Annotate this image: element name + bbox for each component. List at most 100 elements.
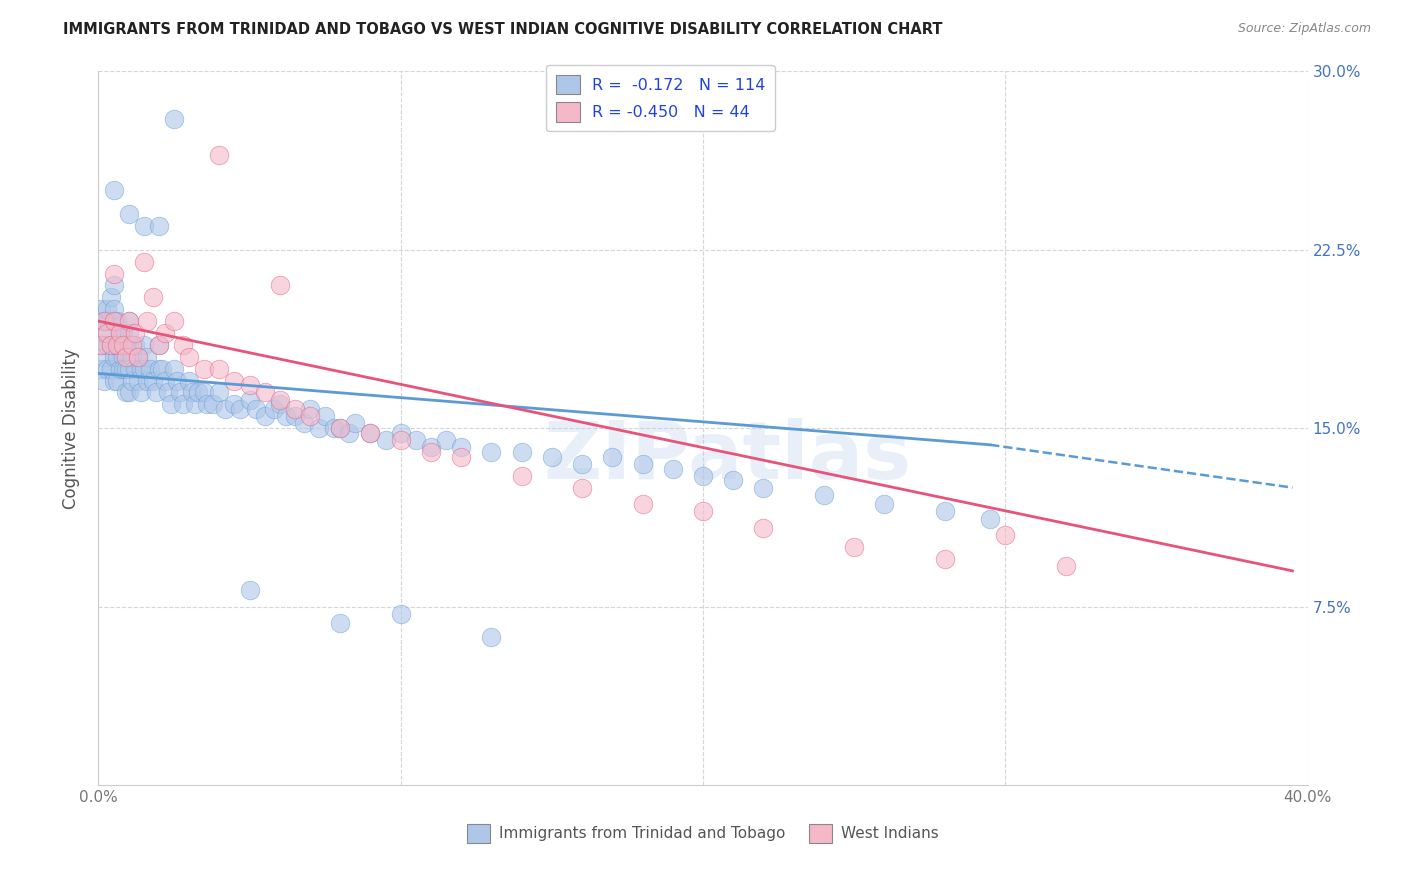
Point [132,338,155,352]
Point [269,397,291,411]
Point [124,338,146,352]
Point [100,338,122,352]
Point [239,392,262,407]
Point [193,361,215,376]
Point [111,350,134,364]
Point [114,350,136,364]
Point [148,219,170,233]
Point [142,290,165,304]
Point [114,338,136,352]
Point [93,314,115,328]
Point [979,511,1001,525]
Point [108,361,131,376]
Point [269,278,291,293]
Point [873,497,896,511]
Point [132,361,155,376]
Point [100,290,122,304]
Point [420,445,443,459]
Point [90,302,112,317]
Point [172,397,194,411]
Point [100,338,122,352]
Point [344,417,367,431]
Point [571,481,593,495]
Point [105,314,128,328]
Point [172,338,194,352]
Point [96,361,118,376]
Point [229,402,252,417]
Point [420,440,443,454]
Point [135,314,157,328]
Point [121,374,143,388]
Point [224,374,246,388]
Point [405,433,427,447]
Y-axis label: Cognitive Disability: Cognitive Disability [62,348,80,508]
Point [142,374,165,388]
Point [114,385,136,400]
Point [163,112,186,126]
Point [450,450,472,464]
Point [153,326,176,340]
Point [360,425,382,440]
Point [692,504,714,518]
Point [510,468,533,483]
Point [103,350,125,364]
Point [208,385,231,400]
Point [253,409,276,424]
Point [96,338,118,352]
Point [105,338,128,352]
Point [450,440,472,454]
Point [329,421,352,435]
Point [93,326,115,340]
Point [163,314,186,328]
Point [389,425,412,440]
Point [129,361,152,376]
Point [114,361,136,376]
Point [208,361,231,376]
Point [108,338,131,352]
Point [139,361,162,376]
Point [314,409,336,424]
Point [118,338,141,352]
Point [208,147,231,161]
Point [93,374,115,388]
Point [132,219,155,233]
Point [96,326,118,340]
Point [124,361,146,376]
Point [118,314,141,328]
Point [145,385,167,400]
Point [631,457,654,471]
Point [103,302,125,317]
Point [510,445,533,459]
Point [631,497,654,511]
Point [299,409,322,424]
Point [224,397,246,411]
Point [299,402,322,417]
Legend: Immigrants from Trinidad and Tobago, West Indians: Immigrants from Trinidad and Tobago, Wes… [461,818,945,848]
Point [121,338,143,352]
Point [108,326,131,340]
Point [329,616,352,631]
Point [323,421,346,435]
Point [661,461,683,475]
Point [90,361,112,376]
Text: Source: ZipAtlas.com: Source: ZipAtlas.com [1237,22,1371,36]
Point [239,378,262,392]
Point [105,350,128,364]
Text: ZIPatlas: ZIPatlas [543,417,911,496]
Point [148,361,170,376]
Point [934,552,956,566]
Point [253,385,276,400]
Point [934,504,956,518]
Point [93,314,115,328]
Point [389,607,412,621]
Point [96,302,118,317]
Point [100,361,122,376]
Point [169,385,191,400]
Point [127,350,149,364]
Point [184,397,207,411]
Point [844,540,866,554]
Point [105,338,128,352]
Point [124,326,146,340]
Point [150,361,173,376]
Point [202,397,225,411]
